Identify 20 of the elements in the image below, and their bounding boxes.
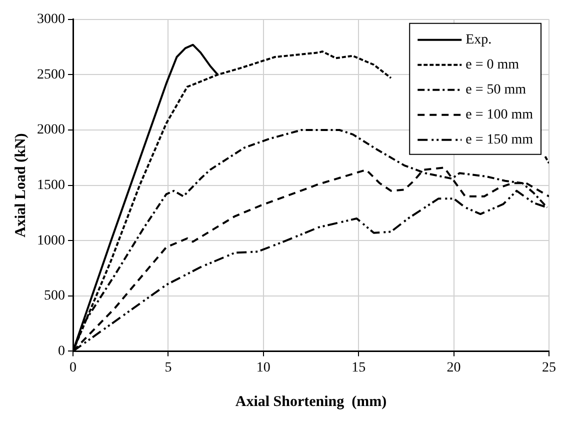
legend-label: e = 100 mm — [466, 108, 534, 123]
y-tick-label: 2000 — [37, 122, 65, 138]
x-tick-label: 10 — [256, 360, 270, 376]
y-tick-label: 1500 — [37, 178, 65, 193]
x-tick-label: 15 — [352, 360, 366, 376]
x-tick-label: 20 — [446, 360, 461, 376]
y-tick-label: 2500 — [37, 67, 65, 82]
y-tick-label: 0 — [58, 344, 65, 359]
legend-label: e = 0 mm — [466, 58, 520, 73]
y-tick-label: 500 — [44, 288, 65, 304]
y-axis-title: Axial Load (kN) — [12, 133, 29, 238]
x-tick-label: 5 — [164, 360, 172, 376]
x-axis-title: Axial Shortening (mm) — [235, 394, 387, 410]
x-tick-label: 0 — [70, 360, 76, 376]
y-tick-label: 1000 — [37, 233, 65, 248]
legend-label: e = 150 mm — [466, 132, 534, 148]
y-tick-label: 3000 — [37, 12, 65, 28]
legend-label: Exp. — [466, 32, 492, 48]
x-tick-label: 25 — [542, 360, 556, 376]
legend-label: e = 50 mm — [466, 82, 526, 98]
